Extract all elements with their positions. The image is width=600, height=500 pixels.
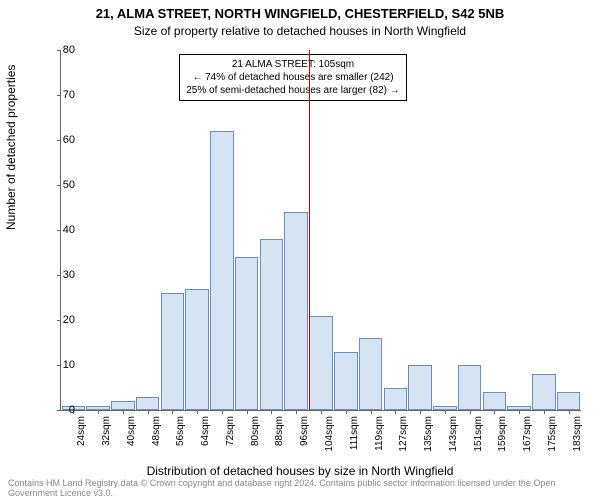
- ytick-mark: [57, 365, 61, 366]
- bar: [557, 392, 581, 410]
- bar: [408, 365, 432, 410]
- xtick-mark: [172, 410, 173, 414]
- xtick-mark: [321, 410, 322, 414]
- xtick-label: 40sqm: [126, 416, 137, 446]
- xtick-mark: [420, 410, 421, 414]
- xtick-label: 151sqm: [473, 416, 484, 452]
- ytick-label: 20: [63, 314, 75, 326]
- annotation-line1: 21 ALMA STREET: 105sqm: [186, 58, 399, 71]
- annotation-line2: ← 74% of detached houses are smaller (24…: [186, 71, 399, 84]
- footer-attribution: Contains HM Land Registry data © Crown c…: [8, 478, 600, 498]
- ytick-mark: [57, 95, 61, 96]
- xtick-mark: [148, 410, 149, 414]
- bar: [483, 392, 507, 410]
- xtick-label: 104sqm: [324, 416, 335, 452]
- xtick-mark: [569, 410, 570, 414]
- xtick-label: 183sqm: [572, 416, 583, 452]
- bar: [458, 365, 482, 410]
- xtick-label: 88sqm: [274, 416, 285, 446]
- bar: [309, 316, 333, 411]
- xtick-label: 143sqm: [448, 416, 459, 452]
- bar: [284, 212, 308, 410]
- annotation-box: 21 ALMA STREET: 105sqm ← 74% of detached…: [179, 54, 406, 101]
- bar: [161, 293, 185, 410]
- xtick-label: 56sqm: [175, 416, 186, 446]
- ytick-label: 30: [63, 269, 75, 281]
- bar: [210, 131, 234, 410]
- xtick-label: 48sqm: [151, 416, 162, 446]
- ytick-label: 40: [63, 224, 75, 236]
- xtick-mark: [123, 410, 124, 414]
- xtick-label: 175sqm: [547, 416, 558, 452]
- ytick-label: 10: [63, 359, 75, 371]
- ytick-label: 80: [63, 44, 75, 56]
- xtick-mark: [98, 410, 99, 414]
- xtick-mark: [544, 410, 545, 414]
- ytick-mark: [57, 50, 61, 51]
- xtick-label: 32sqm: [101, 416, 112, 446]
- y-axis-label: Number of detached properties: [4, 65, 18, 230]
- bar: [136, 397, 160, 411]
- ytick-label: 0: [69, 404, 75, 416]
- x-axis-label: Distribution of detached houses by size …: [0, 464, 600, 478]
- bar: [260, 239, 284, 410]
- ytick-label: 60: [63, 134, 75, 146]
- ytick-mark: [57, 320, 61, 321]
- bar: [235, 257, 259, 410]
- xtick-label: 111sqm: [349, 416, 360, 450]
- xtick-label: 96sqm: [299, 416, 310, 446]
- xtick-label: 167sqm: [522, 416, 533, 452]
- ytick-mark: [57, 410, 61, 411]
- xtick-mark: [494, 410, 495, 414]
- xtick-label: 127sqm: [398, 416, 409, 452]
- bar: [334, 352, 358, 411]
- chart-title: 21, ALMA STREET, NORTH WINGFIELD, CHESTE…: [0, 6, 600, 21]
- xtick-label: 159sqm: [497, 416, 508, 452]
- ytick-mark: [57, 275, 61, 276]
- xtick-label: 72sqm: [225, 416, 236, 446]
- xtick-mark: [296, 410, 297, 414]
- ytick-mark: [57, 230, 61, 231]
- chart-container: 21, ALMA STREET, NORTH WINGFIELD, CHESTE…: [0, 0, 600, 500]
- xtick-mark: [371, 410, 372, 414]
- annotation-line3: 25% of semi-detached houses are larger (…: [186, 84, 399, 97]
- xtick-mark: [222, 410, 223, 414]
- chart-subtitle: Size of property relative to detached ho…: [0, 24, 600, 38]
- xtick-label: 119sqm: [374, 416, 385, 451]
- xtick-mark: [519, 410, 520, 414]
- bar: [359, 338, 383, 410]
- ytick-mark: [57, 185, 61, 186]
- ytick-mark: [57, 140, 61, 141]
- reference-line: [309, 50, 310, 410]
- bar: [111, 401, 135, 410]
- xtick-mark: [445, 410, 446, 414]
- xtick-mark: [470, 410, 471, 414]
- xtick-label: 64sqm: [200, 416, 211, 446]
- xtick-mark: [395, 410, 396, 414]
- xtick-mark: [271, 410, 272, 414]
- xtick-mark: [247, 410, 248, 414]
- xtick-label: 135sqm: [423, 416, 434, 452]
- bar: [384, 388, 408, 411]
- xtick-label: 24sqm: [76, 416, 87, 446]
- bar: [532, 374, 556, 410]
- bar: [185, 289, 209, 411]
- xtick-mark: [197, 410, 198, 414]
- ytick-label: 50: [63, 179, 75, 191]
- ytick-label: 70: [63, 89, 75, 101]
- xtick-mark: [346, 410, 347, 414]
- xtick-label: 80sqm: [250, 416, 261, 446]
- plot-area: 21 ALMA STREET: 105sqm ← 74% of detached…: [60, 50, 581, 411]
